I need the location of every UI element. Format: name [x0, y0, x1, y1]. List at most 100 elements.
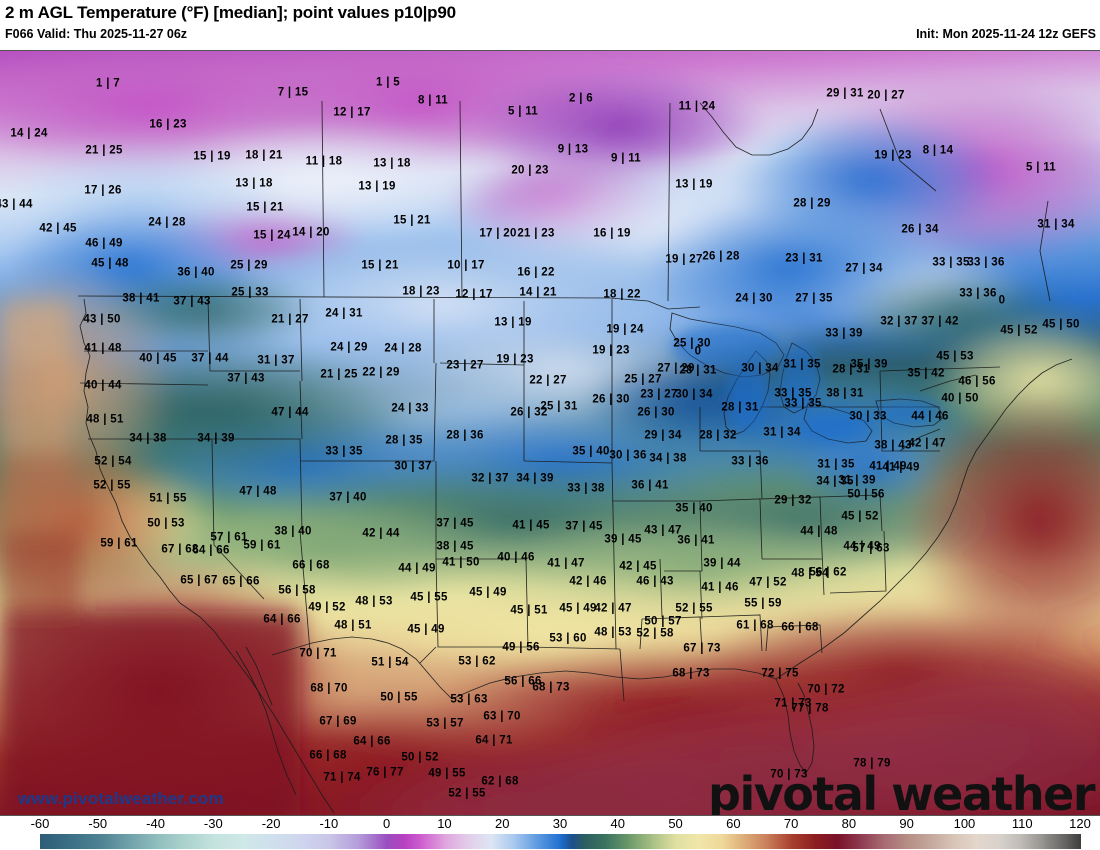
point-value-label: 16 | 22: [517, 266, 555, 279]
point-value-label: 25 | 27: [624, 373, 662, 386]
colorbar-segment: [126, 834, 157, 849]
colorbar[interactable]: -60 -50 -40 -30 -20 -10 0 10 20 30 40 50 60 70 80 90 100…: [0, 816, 1100, 850]
point-value-label: 43 | 50: [83, 313, 121, 326]
point-value-label: 66 | 68: [309, 749, 347, 762]
point-value-label: 42 | 45: [619, 560, 657, 573]
colorbar-segment: [97, 834, 128, 849]
point-value-label: 21 | 25: [85, 144, 123, 157]
point-value-label: 5 | 11: [508, 105, 538, 118]
point-value-label: 33 | 36: [731, 455, 769, 468]
point-value-label: 70 | 73: [770, 768, 808, 781]
point-value-label: 36 | 40: [177, 266, 215, 279]
point-value-label: 27 | 35: [795, 292, 833, 305]
colorbar-segment: [386, 834, 405, 849]
colorbar-tick: -10: [319, 816, 339, 831]
valid-time-label: F066 Valid: Thu 2025-11-27 06z: [5, 27, 188, 41]
point-value-label: 37 | 43: [173, 295, 211, 308]
point-value-label: 57 | 61: [210, 531, 248, 544]
point-value-label: 22 | 29: [362, 366, 400, 379]
colorbar-segment: [675, 834, 700, 849]
colorbar-segment: [1068, 834, 1081, 849]
point-value-label: 40 | 46: [497, 551, 535, 564]
point-value-label: 30 | 34: [741, 362, 779, 375]
point-value-label: 45 | 51: [510, 604, 548, 617]
point-value-label: 34 | 38: [649, 452, 687, 465]
colorbar-tick: 110: [1011, 816, 1033, 831]
colorbar-segment: [421, 834, 446, 849]
point-value-label: 39 | 45: [604, 533, 642, 546]
point-value-label: 26 | 32: [510, 406, 548, 419]
colorbar-segment: [513, 834, 538, 849]
colorbar-segment: [444, 834, 469, 849]
point-value-label: 38 | 31: [826, 387, 864, 400]
point-value-label: 37 | 43: [227, 372, 265, 385]
point-value-label: 13 | 18: [373, 157, 411, 170]
point-value-label: 42 | 44: [362, 527, 400, 540]
point-value-label: 47 | 52: [749, 576, 787, 589]
point-value-label: 33 | 36: [967, 256, 1005, 269]
point-value-label: 25 | 31: [540, 400, 578, 413]
colorbar-segment: [860, 834, 885, 849]
point-value-label: 50 | 55: [380, 691, 418, 704]
point-value-label: 48 | 51: [334, 619, 372, 632]
point-value-label: 64 | 66: [192, 544, 230, 557]
brand-logo-watermark: pivotal weather: [708, 767, 1095, 816]
point-value-label: 30 | 37: [394, 460, 432, 473]
point-value-label: 45 | 49: [559, 602, 597, 615]
colorbar-tick: 80: [841, 816, 857, 831]
point-value-label: 57 | 63: [852, 542, 890, 555]
colorbar-tick: -50: [88, 816, 108, 831]
point-value-label: 55 | 59: [744, 597, 782, 610]
point-value-label: 32 | 37: [471, 472, 509, 485]
point-value-label: 50 | 52: [401, 751, 439, 764]
point-value-label: 19 | 23: [874, 149, 912, 162]
colorbar-segment: [1022, 834, 1046, 849]
colorbar-segment: [837, 834, 862, 849]
colorbar-segment: [490, 834, 515, 849]
point-value-label: 0: [998, 294, 1006, 307]
point-value-label: 21 | 25: [320, 368, 358, 381]
point-value-label: 29 | 32: [774, 494, 812, 507]
colorbar-tick: 50: [668, 816, 683, 831]
colorbar-segment: [976, 834, 1000, 849]
colorbar-tick: 100: [953, 816, 976, 831]
point-value-label: 14 | 20: [292, 226, 330, 239]
point-value-label: 52 | 58: [636, 627, 674, 640]
point-value-label: 33 | 39: [825, 327, 863, 340]
point-value-label: 34 | 35: [816, 475, 854, 488]
colorbar-segment: [721, 834, 746, 849]
point-value-label: 53 | 62: [458, 655, 496, 668]
point-value-label: 19 | 24: [606, 323, 644, 336]
point-value-label: 17 | 26: [84, 184, 122, 197]
point-value-label: 30 | 33: [849, 410, 887, 423]
point-value-label: 66 | 68: [292, 559, 330, 572]
point-value-label: 25 | 30: [673, 337, 711, 350]
point-value-label: 45 | 52: [841, 510, 879, 523]
colorbar-segment: [571, 834, 584, 849]
point-value-label: 40 | 50: [941, 392, 979, 405]
point-value-label: 37 | 40: [329, 491, 367, 504]
point-value-label: 33 | 36: [959, 287, 997, 300]
point-value-label: 39 | 44: [703, 557, 741, 570]
colorbar-segment: [768, 834, 792, 849]
map-canvas[interactable]: 1 | 7 7 | 15 1 | 5 8 | 11 5 | 11 2 | 6 11 | 24…: [0, 50, 1100, 816]
colorbar-segment: [952, 834, 977, 849]
point-value-label: 38 | 40: [274, 525, 312, 538]
point-value-label: 59 | 61: [243, 539, 281, 552]
point-value-label: 28 | 31: [679, 364, 717, 377]
point-value-label: 24 | 28: [148, 216, 186, 229]
point-value-label: 56 | 66: [504, 675, 542, 688]
point-value-label: 41 | 45: [512, 519, 550, 532]
page-title: 2 m AGL Temperature (°F) [median]; point…: [5, 3, 456, 22]
point-value-label: 46 | 56: [958, 375, 996, 388]
point-value-label: 5 | 11: [1026, 161, 1056, 174]
point-value-label: 47 | 48: [239, 485, 277, 498]
point-value-label: 68 | 73: [532, 681, 570, 694]
point-value-label: 24 | 33: [391, 402, 429, 415]
colorbar-tick: 90: [899, 816, 914, 831]
point-value-label: 38 | 43: [874, 439, 912, 452]
point-value-label: 9 | 11: [611, 152, 641, 165]
point-value-label: 45 | 48: [91, 257, 129, 270]
point-value-label: 44 | 49: [398, 562, 436, 575]
point-value-label: 45 | 53: [936, 350, 974, 363]
